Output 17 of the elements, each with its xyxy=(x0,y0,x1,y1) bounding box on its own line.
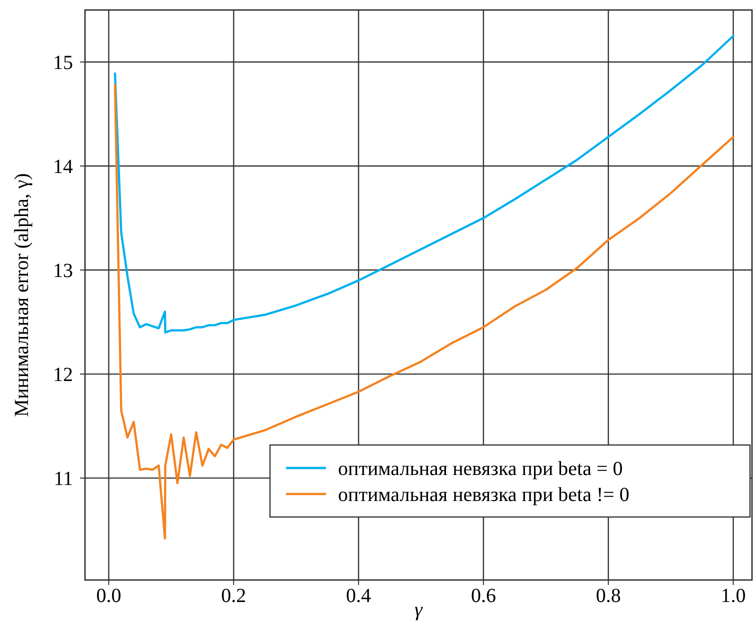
y-tick-label: 11 xyxy=(54,468,73,490)
y-axis-title: Минимальная error (alpha, γ) xyxy=(11,173,33,417)
x-tick-label: 0.0 xyxy=(96,585,122,607)
line-series xyxy=(114,34,734,334)
legend-label: оптимальная невязка при beta = 0 xyxy=(338,458,623,480)
legend-label: оптимальная невязка при beta != 0 xyxy=(338,484,630,506)
x-tick-label: 0.2 xyxy=(221,585,246,607)
y-tick-label: 13 xyxy=(53,260,73,282)
line-series xyxy=(114,84,734,540)
y-tick-label: 15 xyxy=(53,52,73,74)
x-tick-label: 0.8 xyxy=(596,585,621,607)
x-tick-label: 1.0 xyxy=(720,585,746,607)
x-axis-title: γ xyxy=(414,599,424,621)
y-tick-label: 12 xyxy=(53,364,73,386)
x-tick-label: 0.4 xyxy=(346,585,372,607)
y-tick-label: 14 xyxy=(53,156,73,178)
x-tick-label: 0.6 xyxy=(470,585,496,607)
